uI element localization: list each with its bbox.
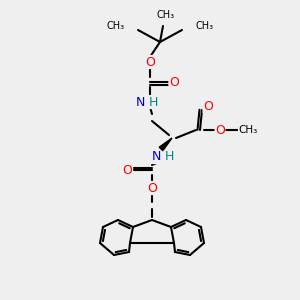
Polygon shape <box>159 138 172 151</box>
Text: H: H <box>164 151 174 164</box>
Text: CH₃: CH₃ <box>238 125 258 135</box>
Text: O: O <box>145 56 155 68</box>
Text: CH₃: CH₃ <box>157 10 175 20</box>
Text: CH₃: CH₃ <box>195 21 213 31</box>
Text: N: N <box>151 151 161 164</box>
Text: N: N <box>135 95 145 109</box>
Text: O: O <box>169 76 179 88</box>
Text: O: O <box>122 164 132 176</box>
Text: O: O <box>203 100 213 112</box>
Text: CH₃: CH₃ <box>107 21 125 31</box>
Text: H: H <box>148 95 158 109</box>
Text: O: O <box>147 182 157 194</box>
Text: O: O <box>215 124 225 136</box>
